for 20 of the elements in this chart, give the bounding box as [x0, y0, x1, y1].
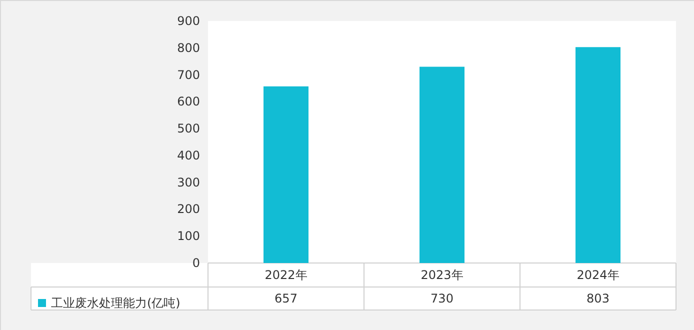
y-tick-label: 700: [177, 68, 200, 82]
data-label: 730: [430, 292, 454, 306]
y-tick-label: 800: [177, 40, 200, 55]
y-tick-label: 300: [177, 175, 200, 190]
bar: [264, 86, 308, 263]
bar: [576, 47, 620, 263]
data-label: 803: [586, 292, 610, 306]
y-tick-label: 600: [177, 94, 200, 109]
y-tick-label: 500: [177, 122, 200, 136]
data-label: 657: [274, 292, 298, 306]
y-tick-label: 900: [177, 14, 200, 28]
bar: [420, 66, 464, 263]
x-tick-label: 2022年: [264, 268, 308, 282]
legend-label: 工业废水处理能力(亿吨): [51, 296, 180, 310]
y-tick-label: 0: [192, 256, 200, 270]
y-tick-label: 200: [177, 202, 200, 216]
y-tick-label: 400: [177, 148, 200, 162]
x-tick-label: 2023年: [420, 268, 464, 282]
y-tick-label: 100: [177, 229, 200, 244]
x-tick-label: 2024年: [576, 268, 620, 282]
